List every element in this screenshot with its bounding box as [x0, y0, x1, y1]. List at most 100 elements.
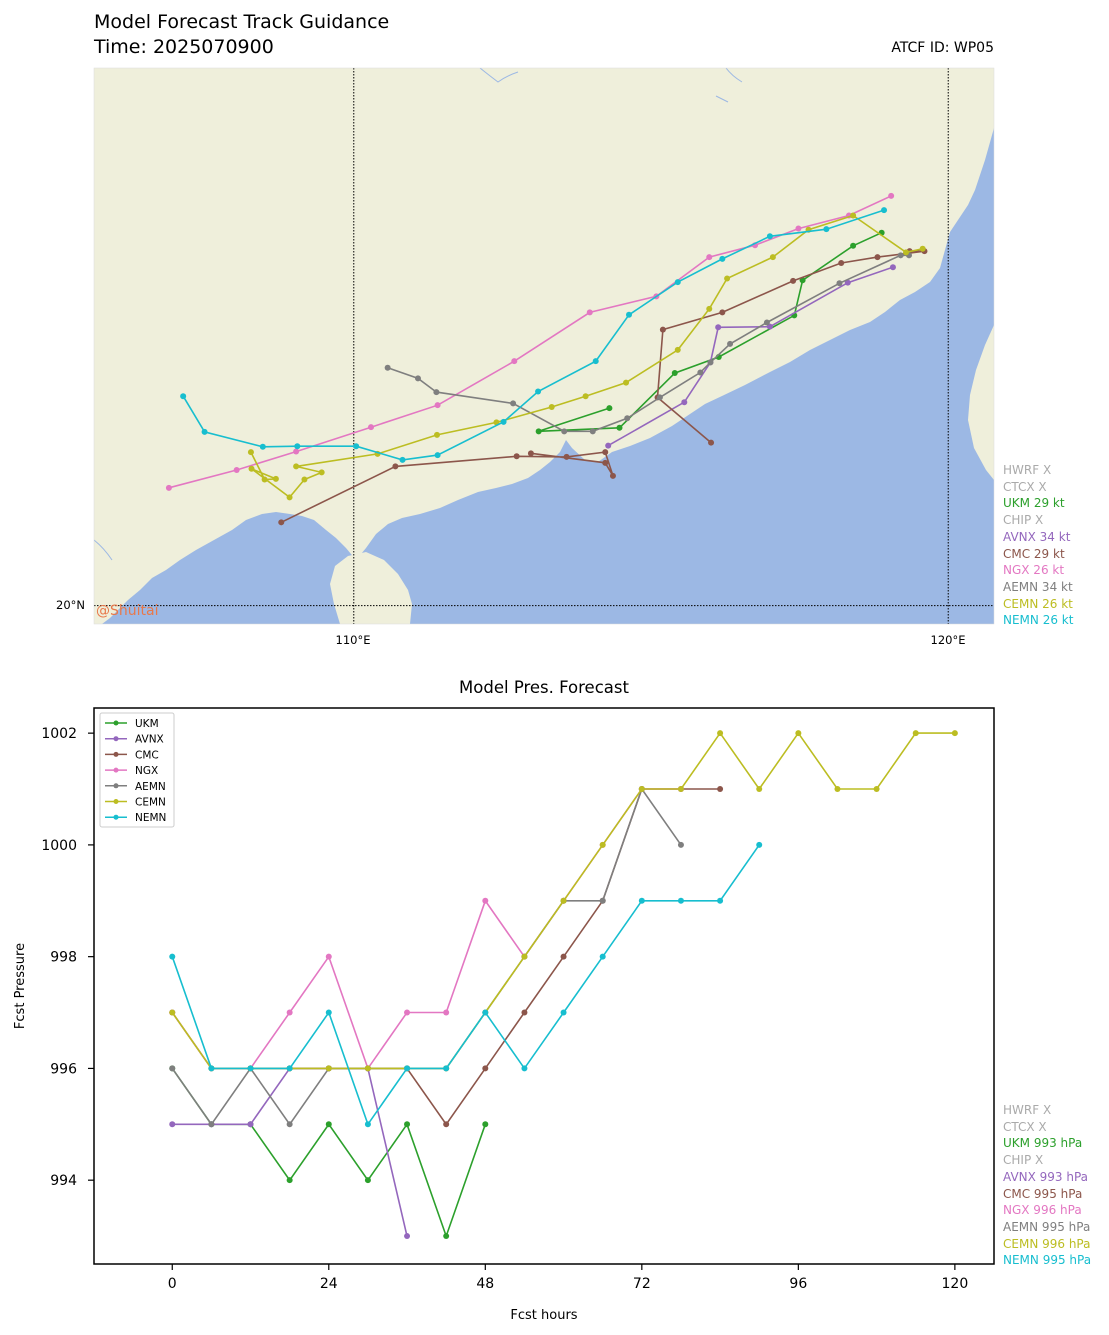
series-point [599, 953, 606, 960]
track-point [561, 428, 568, 435]
series-point [286, 1009, 293, 1016]
series-point [364, 1121, 371, 1128]
legend-marker [113, 751, 119, 757]
track-point [582, 393, 589, 400]
series-point [795, 730, 802, 737]
series-point [717, 897, 724, 904]
legend-entry: NEMN 995 hPa [1003, 1253, 1092, 1268]
track-point [602, 459, 609, 466]
legend-entry: CHIP X [1003, 513, 1044, 528]
series-point [521, 953, 528, 960]
track-point [897, 252, 904, 259]
track-point [888, 192, 895, 199]
x-tick-label: 24 [320, 1276, 338, 1292]
legend-entry: UKM 993 hPa [1003, 1136, 1083, 1151]
legend-entry: AVNX 993 hPa [1003, 1169, 1089, 1184]
track-ngx [165, 192, 895, 491]
y-axis-label: Fcst Pressure [13, 943, 28, 1029]
pressure-series-cmc [169, 786, 724, 1128]
series-point [482, 1121, 489, 1128]
track-point [248, 465, 255, 472]
series-point [482, 897, 489, 904]
y-tick-label: 1002 [41, 726, 77, 742]
series-point [599, 897, 606, 904]
x-tick-label: 72 [633, 1276, 651, 1292]
legend-label: CEMN [135, 797, 166, 809]
series-point [756, 786, 763, 793]
legend-entry: CMC 995 hPa [1003, 1186, 1083, 1201]
series-point [404, 1065, 411, 1072]
legend-entry: CEMN 996 hPa [1003, 1236, 1091, 1251]
legend-marker [113, 814, 119, 820]
track-point [697, 369, 704, 376]
legend-marker [113, 767, 119, 773]
track-point [259, 443, 266, 450]
track-point [535, 428, 542, 435]
legend-label: NGX [135, 765, 158, 777]
track-point [724, 275, 731, 282]
track-point [272, 475, 279, 482]
series-point [521, 1009, 528, 1016]
series-point [404, 1121, 411, 1128]
track-point [706, 305, 713, 312]
legend-entry: AEMN 34 kt [1003, 579, 1073, 594]
track-point [605, 442, 612, 449]
x-tick-label: 96 [789, 1276, 807, 1292]
legend-entry: CTCX X [1003, 1119, 1047, 1134]
track-point [656, 394, 663, 401]
series-point [560, 897, 567, 904]
map-frame [93, 67, 995, 625]
series-line [171, 844, 760, 1127]
lon-tick-label: 110°E [336, 633, 371, 647]
legend-item: NGX [105, 765, 158, 777]
series-point [443, 1009, 450, 1016]
lon-tick-label: 120°E [931, 633, 966, 647]
track-line [182, 209, 885, 461]
taiwan-island [968, 325, 994, 480]
track-point [671, 370, 678, 377]
y-tick-label: 996 [50, 1061, 77, 1077]
track-point [301, 476, 308, 483]
series-point [638, 897, 645, 904]
series-point [208, 1065, 215, 1072]
track-map: 20°N 110°E 120°E [56, 67, 995, 647]
series-point [717, 786, 724, 793]
pressure-series-aemn [169, 786, 684, 1128]
series-point [169, 1065, 176, 1072]
track-point [609, 472, 616, 479]
watermark: @Shuitai [96, 603, 159, 619]
x-tick-label: 120 [942, 1276, 969, 1292]
x-tick-label: 48 [476, 1276, 494, 1292]
track-point [535, 388, 542, 395]
track-point [589, 428, 596, 435]
series-point [247, 1121, 254, 1128]
track-point [844, 279, 851, 286]
track-point [548, 403, 555, 410]
legend-entry: HWRF X [1003, 463, 1052, 477]
track-point [434, 452, 441, 459]
track-nemn [180, 207, 888, 463]
track-point [165, 484, 172, 491]
map-title: Model Forecast Track Guidance [94, 11, 390, 33]
series-point [521, 1065, 528, 1072]
series-point [443, 1233, 450, 1240]
legend-item: CEMN [105, 797, 166, 809]
series-point [443, 1065, 450, 1072]
track-point [674, 279, 681, 286]
track-point [294, 443, 301, 450]
series-point [443, 1121, 450, 1128]
atcf-id-label: ATCF ID: WP05 [891, 40, 994, 56]
track-point [769, 254, 776, 261]
series-point [873, 786, 880, 793]
series-line [171, 1067, 487, 1239]
track-point [881, 207, 888, 214]
track-point [384, 364, 391, 371]
y-tick-label: 994 [50, 1173, 77, 1189]
track-point [392, 463, 399, 470]
legend-item: UKM [105, 718, 159, 730]
pressure-chart-title: Model Pres. Forecast [459, 678, 629, 697]
track-point [706, 254, 713, 261]
track-point [233, 466, 240, 473]
legend-entry: CHIP X [1003, 1153, 1044, 1168]
series-point [286, 1121, 293, 1128]
